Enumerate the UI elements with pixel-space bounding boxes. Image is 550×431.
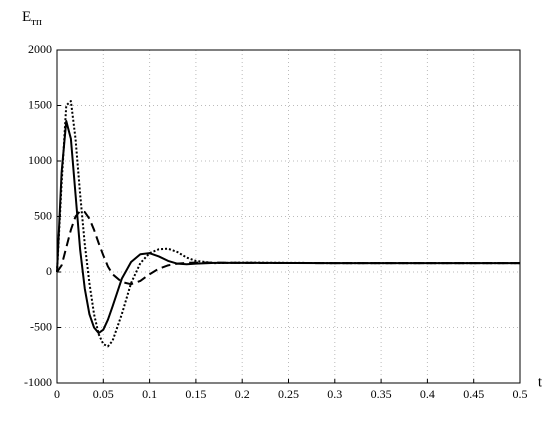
y-axis-label: Eтп: [22, 9, 42, 27]
x-axis-label: t: [538, 374, 543, 390]
x-tick-label: 0.05: [93, 387, 114, 401]
x-tick-label: 0: [54, 387, 60, 401]
x-tick-label: 0.1: [142, 387, 157, 401]
x-tick-label: 0.2: [235, 387, 250, 401]
x-tick-label: 0.35: [371, 387, 392, 401]
x-tick-label: 0.45: [463, 387, 484, 401]
y-tick-label: -1000: [24, 375, 52, 389]
y-tick-label: 0: [46, 264, 52, 278]
y-tick-label: 1000: [28, 153, 52, 167]
plot-frame: [56, 49, 521, 384]
x-tick-label: 0.15: [185, 387, 206, 401]
y-axis-label-sub: тп: [31, 16, 42, 28]
y-tick-label: 500: [34, 208, 52, 222]
y-axis-label-main: E: [22, 9, 31, 25]
line-series: [56, 100, 520, 348]
x-tick-label: 0.5: [513, 387, 528, 401]
line-series: [56, 209, 520, 286]
x-tick-label: 0.25: [278, 387, 299, 401]
y-tick-label: 1500: [28, 97, 52, 111]
y-tick-label: -500: [30, 319, 52, 333]
x-tick-label: 0.4: [420, 387, 435, 401]
y-tick-label: 2000: [28, 42, 52, 56]
x-tick-label: 0.3: [327, 387, 342, 401]
